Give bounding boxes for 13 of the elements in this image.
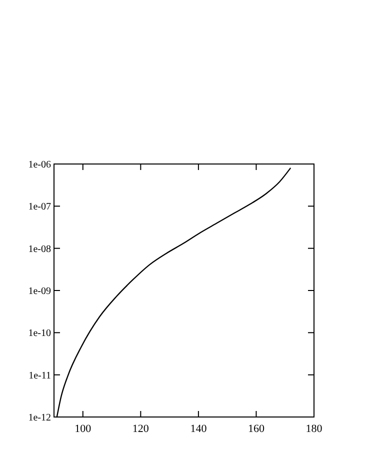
- x-tick-label: 120: [132, 423, 150, 435]
- y-tick-label: 1e-11: [28, 370, 51, 382]
- x-tick-label: 160: [248, 423, 265, 435]
- x-tick-label: 100: [74, 423, 92, 435]
- y-tick-label: 1e-09: [28, 286, 51, 297]
- y-tick-label: 1e-06: [28, 160, 51, 170]
- y-tick-label: 1e-07: [28, 202, 51, 213]
- y-tick-label: 1e-12: [28, 412, 51, 424]
- y-tick-label: 1e-08: [28, 244, 51, 255]
- line-series: [56, 168, 291, 418]
- y-tick-label: 1e-10: [28, 328, 51, 340]
- x-tick-label: 140: [190, 423, 208, 435]
- x-tick-label: 180: [306, 423, 323, 435]
